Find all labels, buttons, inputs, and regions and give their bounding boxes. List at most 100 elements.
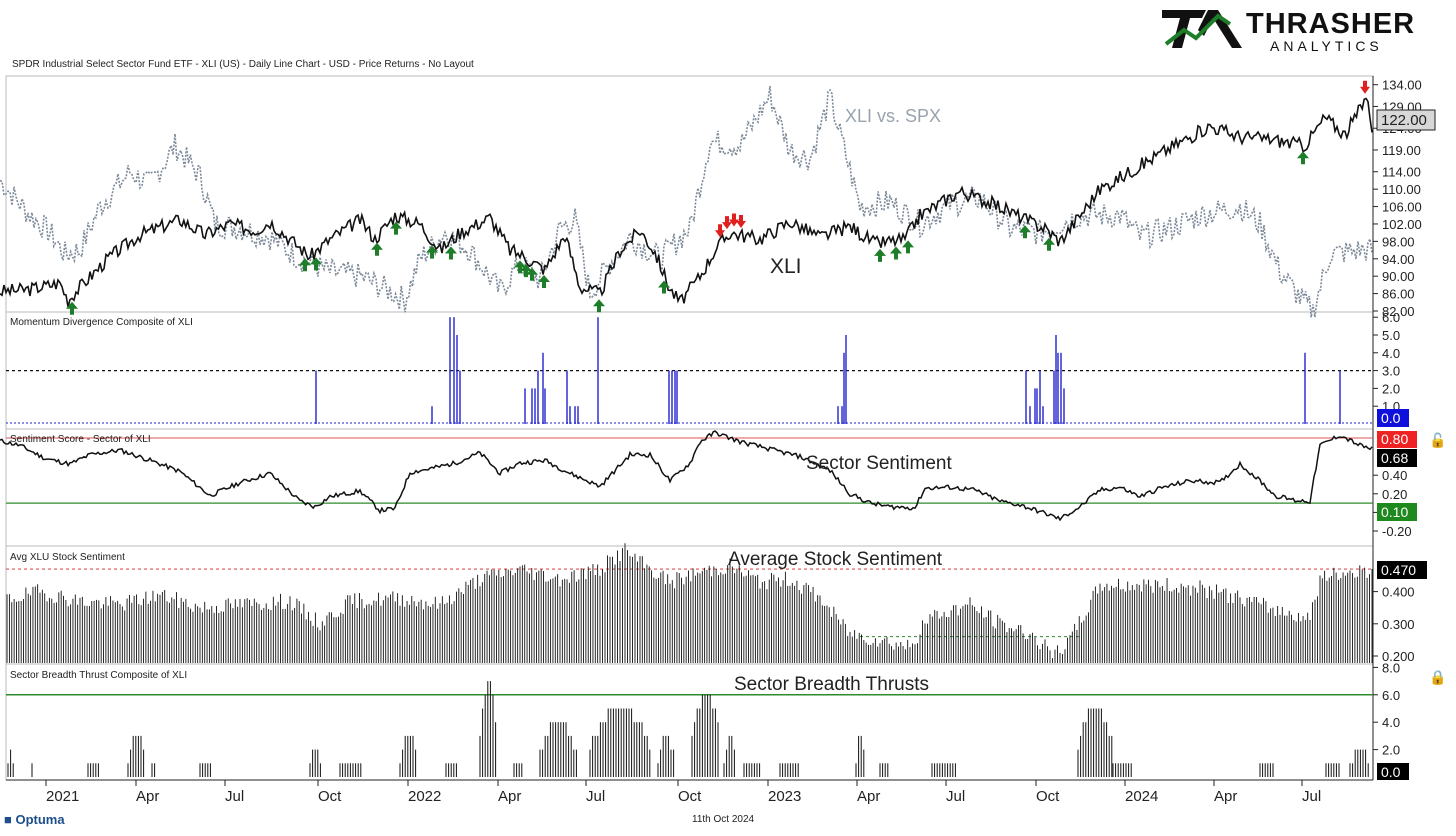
up-signal-arrow <box>1043 237 1055 251</box>
last-value-box <box>1377 763 1409 780</box>
series-sentiment <box>0 430 1373 522</box>
y-tick-label: 82.00 <box>1382 304 1415 319</box>
panel-frame <box>5 545 1374 665</box>
last-value-box <box>1376 109 1436 131</box>
up-arrow-shape <box>445 246 457 260</box>
up-arrow-shape <box>1019 225 1031 239</box>
footer-date: 11th Oct 2024 <box>692 814 755 825</box>
upper-value-label: 0.80 <box>1381 431 1408 447</box>
lock-icon[interactable]: 🔓 <box>1429 432 1447 448</box>
up-arrow-shape <box>371 242 383 256</box>
last-value-label: 0.0 <box>1381 764 1401 780</box>
y-tick-label: 86.00 <box>1382 287 1415 302</box>
up-arrow-shape <box>902 240 914 254</box>
up-signal-arrow <box>299 258 311 272</box>
y-tick-label: 8.0 <box>1382 660 1400 675</box>
last-value-box <box>1377 409 1409 427</box>
annotation-xli-vs-spx: XLI vs. SPX <box>845 106 941 126</box>
up-signal-arrow <box>874 248 886 262</box>
up-signal-arrow <box>538 275 550 289</box>
up-signal-arrow <box>426 245 438 259</box>
up-signal-arrow <box>66 301 78 315</box>
panel3-title: Sentiment Score - Sector of XLI <box>10 434 151 445</box>
up-signal-arrow <box>658 280 670 294</box>
current-value-box <box>1377 449 1417 467</box>
down-arrow-shape <box>1360 80 1370 94</box>
down-signal-arrow <box>736 215 746 229</box>
up-signal-arrow <box>902 240 914 254</box>
up-arrow-shape <box>299 258 311 272</box>
panel4-title: Avg XLU Stock Sentiment <box>10 552 125 563</box>
x-tick-label: Jul <box>586 788 605 805</box>
x-tick-label: Oct <box>1036 788 1060 805</box>
y-tick-label: 98.00 <box>1382 234 1415 249</box>
y-tick-label: -0.20 <box>1382 524 1412 539</box>
down-arrow-shape <box>736 215 746 229</box>
panel5-title: Sector Breadth Thrust Composite of XLI <box>10 670 188 681</box>
up-arrow-shape <box>310 257 322 271</box>
down-signal-arrow <box>722 216 732 230</box>
y-tick-label: 0.40 <box>1382 468 1407 483</box>
up-signal-arrow <box>371 242 383 256</box>
x-tick-label: Apr <box>136 788 159 805</box>
annotation-breadth-thrusts: Sector Breadth Thrusts <box>734 674 929 695</box>
x-tick-label: Jul <box>225 788 244 805</box>
up-arrow-shape <box>890 246 902 260</box>
annotation-xli: XLI <box>770 255 802 278</box>
y-tick-label: 110.00 <box>1382 182 1421 197</box>
logo-mark-icon <box>1162 10 1242 48</box>
up-signal-arrow <box>520 264 532 278</box>
up-signal-arrow <box>310 257 322 271</box>
y-tick-label: 94.00 <box>1382 252 1415 267</box>
up-arrow-shape <box>658 280 670 294</box>
y-tick-label: 6.0 <box>1382 310 1400 325</box>
x-tick-label: 2021 <box>46 788 79 805</box>
down-arrow-shape <box>715 224 725 238</box>
up-signal-arrow <box>593 299 605 313</box>
y-tick-label: 0.300 <box>1382 617 1415 632</box>
panel-frame <box>5 75 1374 313</box>
x-tick-label: 2023 <box>768 788 801 805</box>
y-tick-label: 2.0 <box>1382 743 1400 758</box>
panel2-title: Momentum Divergence Composite of XLI <box>10 317 193 328</box>
x-tick-label: Jul <box>946 788 965 805</box>
x-tick-label: Apr <box>498 788 521 805</box>
x-tick-label: Oct <box>318 788 342 805</box>
down-arrow-shape <box>729 213 739 227</box>
up-signal-arrow <box>1297 151 1309 165</box>
up-signal-arrow <box>514 260 526 274</box>
last-value-label: 0.0 <box>1381 410 1401 426</box>
up-signal-arrow <box>445 246 457 260</box>
y-tick-label: 102.00 <box>1382 217 1422 232</box>
x-tick-label: Jul <box>1302 788 1321 805</box>
lower-value-box <box>1377 503 1417 521</box>
x-tick-label: 2022 <box>408 788 441 805</box>
up-signal-arrow <box>1019 225 1031 239</box>
x-tick-label: 2024 <box>1125 788 1158 805</box>
logo-subtitle: ANALYTICS <box>1270 38 1383 54</box>
y-tick-label: 90.00 <box>1382 269 1415 284</box>
y-tick-label: 2.0 <box>1382 381 1400 396</box>
last-value-label: 122.00 <box>1381 112 1427 129</box>
up-arrow-shape <box>520 264 532 278</box>
up-arrow-shape <box>538 275 550 289</box>
lock-icon[interactable]: 🔒 <box>1429 669 1447 685</box>
up-signal-arrow <box>390 221 402 235</box>
last-value-label: 0.470 <box>1381 562 1416 578</box>
y-tick-label: 4.0 <box>1382 346 1400 361</box>
series-xli <box>0 97 1373 307</box>
upper-value-box <box>1377 431 1417 448</box>
x-tick-label: Apr <box>857 788 880 805</box>
up-arrow-shape <box>1043 237 1055 251</box>
y-tick-label: 114.00 <box>1382 165 1421 180</box>
down-signal-arrow <box>715 224 725 238</box>
y-tick-label: 119.00 <box>1382 143 1421 158</box>
down-signal-arrow <box>729 213 739 227</box>
up-arrow-shape <box>874 248 886 262</box>
y-tick-label: 5.0 <box>1382 328 1400 343</box>
up-arrow-shape <box>593 299 605 313</box>
chart-header: SPDR Industrial Select Sector Fund ETF -… <box>12 59 474 70</box>
y-tick-label: 6.0 <box>1382 688 1400 703</box>
lower-value-label: 0.10 <box>1381 504 1408 520</box>
